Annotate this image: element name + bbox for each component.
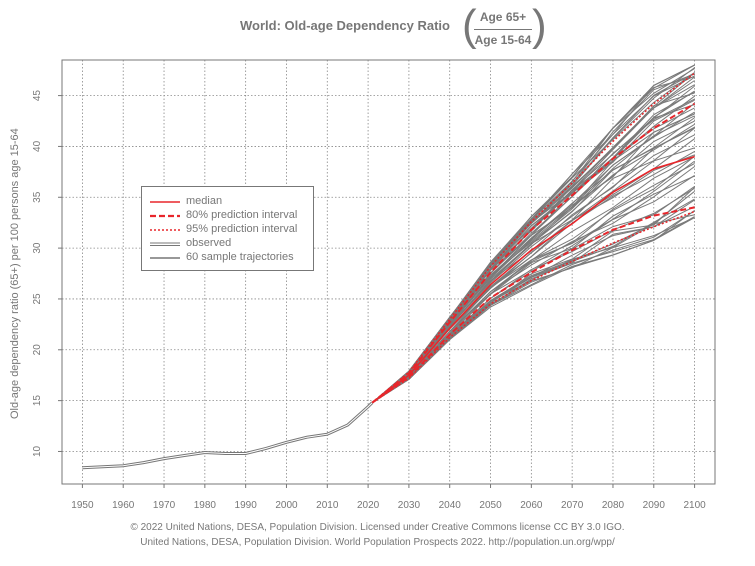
x-tick-label: 2050 [479,500,502,511]
grid [62,60,715,484]
legend-swatch-trajectories [150,257,180,259]
pi80-upper-line [371,102,696,404]
legend-item-pi80: 80% prediction interval [148,209,310,223]
pi95-upper-line [371,72,696,404]
x-axis-ticks: 1950 1960 1970 1980 1990 2000 2010 2020 2030 2040… [71,484,706,511]
x-tick-label: 2000 [275,500,298,511]
x-tick-label: 1960 [112,500,135,511]
x-tick-label: 2020 [357,500,380,511]
y-tick-label: 25 [32,293,43,305]
left-paren: ( [462,1,477,50]
right-paren: ) [532,1,547,50]
y-tick-label: 35 [32,191,43,203]
trajectory-line [371,190,695,404]
x-tick-label: 2010 [316,500,339,511]
x-tick-label: 2070 [561,500,584,511]
x-tick-label: 2090 [643,500,666,511]
prediction-intervals [371,72,696,404]
pi80-lower-line [371,206,695,404]
y-tick-label: 45 [32,90,43,102]
median-series [371,155,695,404]
trajectory-line [371,64,695,404]
legend-label: 95% prediction interval [186,223,298,235]
legend-label: observed [186,237,232,249]
x-tick-label: 2100 [683,500,706,511]
trajectory-line [371,199,695,404]
x-tick-label: 1980 [194,500,217,511]
title-numerator: Age 65+ [479,10,527,24]
fraction-bar [474,29,532,30]
y-tick-label: 30 [32,242,43,254]
sample-trajectories [371,64,695,404]
observed-series [82,401,374,470]
title-denominator: Age 15-64 [474,33,532,47]
x-tick-label: 2030 [398,500,421,511]
trajectory-line [371,127,695,404]
footer-citation: United Nations, DESA, Population Divisio… [140,537,615,548]
y-tick-label: 10 [32,445,43,457]
legend-label: 60 sample trajectories [186,251,294,263]
x-tick-label: 2060 [520,500,543,511]
x-tick-label: 1970 [153,500,176,511]
observed-line-inner [82,402,373,469]
legend-item-pi95: 95% prediction interval [148,223,310,237]
y-axis-label: Old-age dependency ratio (65+) per 100 p… [9,128,21,419]
x-tick-label: 1990 [235,500,258,511]
plot-frame [61,59,716,485]
chart-title: World: Old-age Dependency Ratio [240,18,450,33]
observed-line-outer [82,401,374,470]
x-tick-label: 2080 [602,500,625,511]
legend-item-median: median [148,195,310,209]
legend-swatch-median [150,201,180,203]
trajectory-line [371,216,695,404]
pi95-lower-line [371,210,695,404]
legend-swatch-pi95 [150,229,180,231]
y-tick-label: 20 [32,344,43,356]
trajectory-line [371,175,695,404]
x-tick-label: 1950 [71,500,94,511]
legend-swatch-pi80 [150,214,180,218]
trajectory-line [371,67,695,404]
footer-copyright: © 2022 United Nations, DESA, Population … [130,522,625,533]
legend-label: 80% prediction interval [186,209,298,221]
x-tick-label: 2040 [439,500,462,511]
y-axis-ticks: 10 15 20 25 30 35 40 45 [32,90,62,457]
legend-label: median [186,195,223,207]
legend-item-trajectories: 60 sample trajectories [148,251,310,265]
median-line [371,155,695,404]
legend-item-observed: observed [148,237,310,251]
y-tick-label: 15 [32,395,43,407]
y-tick-label: 40 [32,140,43,152]
title-fraction: ( Age 65+ Age 15-64 ) [462,4,547,52]
legend: median 80% prediction interval 95% predi… [141,186,314,271]
legend-swatch-observed [150,242,180,246]
trajectory-line [371,156,695,404]
